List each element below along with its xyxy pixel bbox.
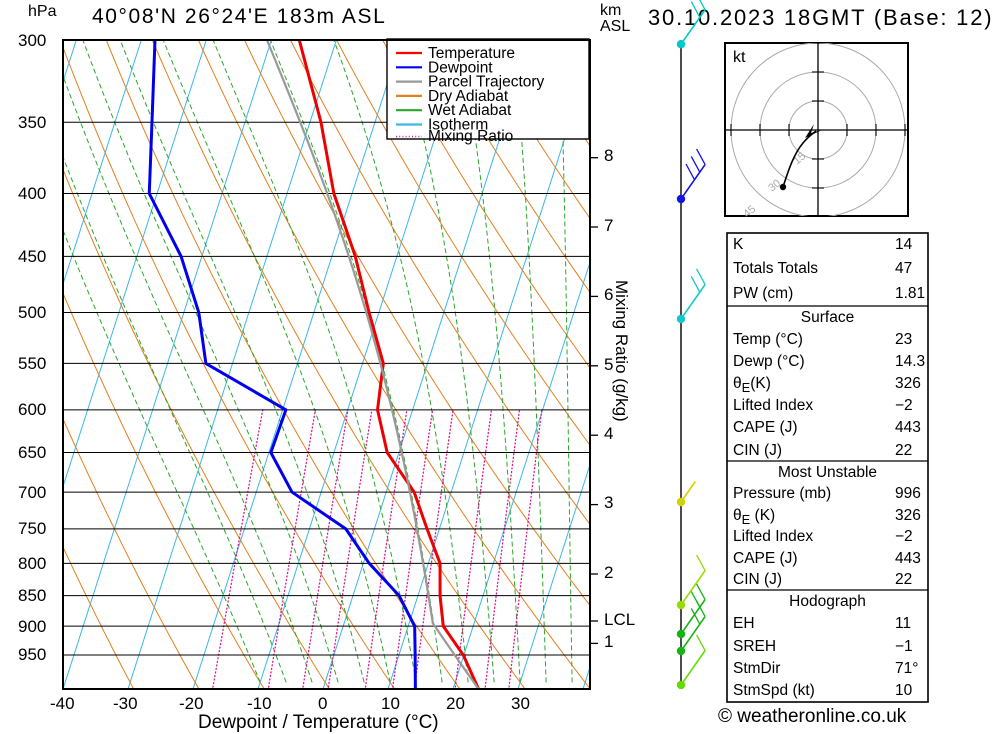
- svg-text:kt: kt: [733, 49, 746, 66]
- svg-text:Mixing Ratio: Mixing Ratio: [428, 128, 513, 145]
